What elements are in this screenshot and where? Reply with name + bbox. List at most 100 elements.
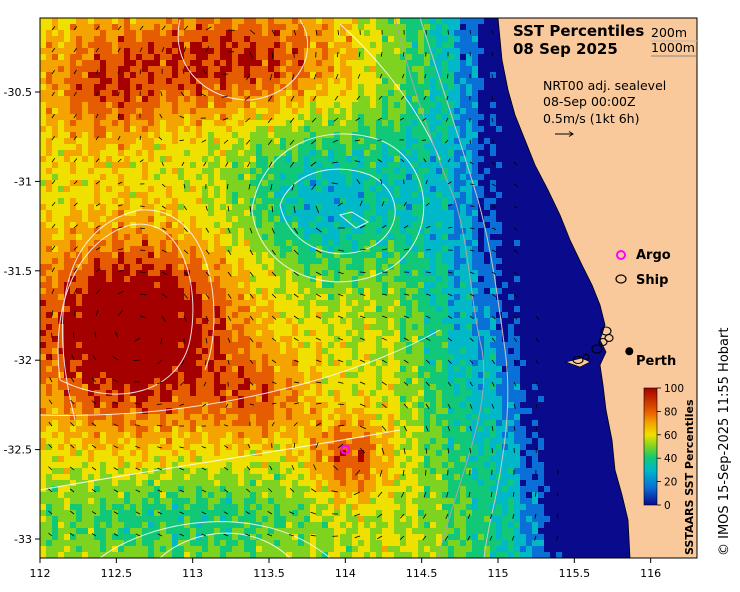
current-vector [447,425,450,432]
current-vector [139,135,142,141]
current-vector [201,533,207,537]
x-axis: 112 112.5 113 113.5 114 114.5 115 115.5 116 [30,558,661,580]
current-vector [535,425,538,431]
current-vector [513,293,518,298]
current-vector [425,179,428,185]
current-vector [95,180,100,185]
current-vector [249,293,254,299]
current-vector [269,73,273,81]
sealevel-contours [40,19,441,558]
current-vector [71,354,75,361]
current-vector [51,180,56,185]
current-vector [425,425,429,432]
current-vector [312,95,317,102]
current-vector [381,425,387,432]
y-tick-label: -32 [14,354,32,367]
current-vector [73,26,78,31]
current-vector [117,91,120,97]
sealevel-contour-4 [338,211,370,229]
current-vector [293,337,299,342]
current-vector [400,95,405,100]
current-vector [161,315,166,322]
current-vector [331,490,339,493]
current-vector [271,249,276,256]
current-vector [292,73,295,80]
current-vector [117,310,123,317]
current-vector [157,359,163,365]
current-vector [293,227,299,234]
current-vector [512,513,515,519]
current-vector [490,491,493,497]
current-vector [491,227,497,230]
current-vector [95,91,99,97]
current-vector [337,381,344,384]
current-vector [182,68,185,75]
current-vector [447,29,449,35]
current-vector [48,421,53,427]
current-vector [157,489,163,493]
current-vector [183,293,189,299]
current-vector [161,25,166,31]
current-vector [73,113,77,119]
current-vector [469,139,472,145]
current-vector [293,249,299,255]
current-vector [226,183,229,190]
current-vector [288,534,295,537]
current-vector [377,491,383,498]
current-vector [447,73,449,79]
current-vector [513,271,518,276]
argo-marker-key [616,250,626,260]
current-vector [157,533,163,537]
x-tick-label: 113 [182,567,203,580]
current-vector [271,205,274,213]
current-vector [95,47,99,53]
current-vector [51,310,54,317]
current-vector [95,225,101,229]
current-vector [157,467,163,471]
current-vector [403,381,409,386]
current-vector [201,489,207,493]
current-vector [135,467,141,471]
current-vector [135,533,141,537]
argo-legend-label: Argo [636,248,671,263]
current-vector [491,51,494,57]
current-vector [335,73,339,80]
current-vector [491,337,496,342]
current-vector [73,69,77,75]
current-vector [227,337,231,343]
current-vector [95,203,101,207]
current-vector [50,354,53,361]
current-vector [183,46,187,53]
current-vector [117,69,121,75]
current-vector [513,403,516,409]
current-vector [249,205,252,212]
current-vector [315,422,322,427]
current-vector [315,315,322,319]
current-vector [403,293,409,296]
current-vector [403,337,409,341]
current-vector [337,337,344,341]
current-vector [139,249,146,251]
current-vector [491,403,495,409]
current-vector [535,381,539,387]
current-vector [311,117,317,123]
current-vector [310,534,317,537]
current-vector [491,161,496,166]
current-vector [249,381,254,386]
current-vector [337,51,339,58]
current-vector [379,469,383,477]
sealevel-contour-2 [251,133,425,283]
y-axis: -30.5 -31 -31.5 -32 -32.5 -33 [4,86,40,546]
current-vector [113,467,119,471]
current-vector [401,73,405,79]
current-vector [310,511,317,515]
current-vector [112,401,119,405]
current-vector [337,443,344,449]
current-vector [425,293,431,296]
sealevel-product-label: NRT00 adj. sealevel [543,78,666,93]
current-vector [293,293,299,298]
current-vector [225,403,229,408]
current-vector [95,268,101,273]
current-vector [378,95,383,100]
